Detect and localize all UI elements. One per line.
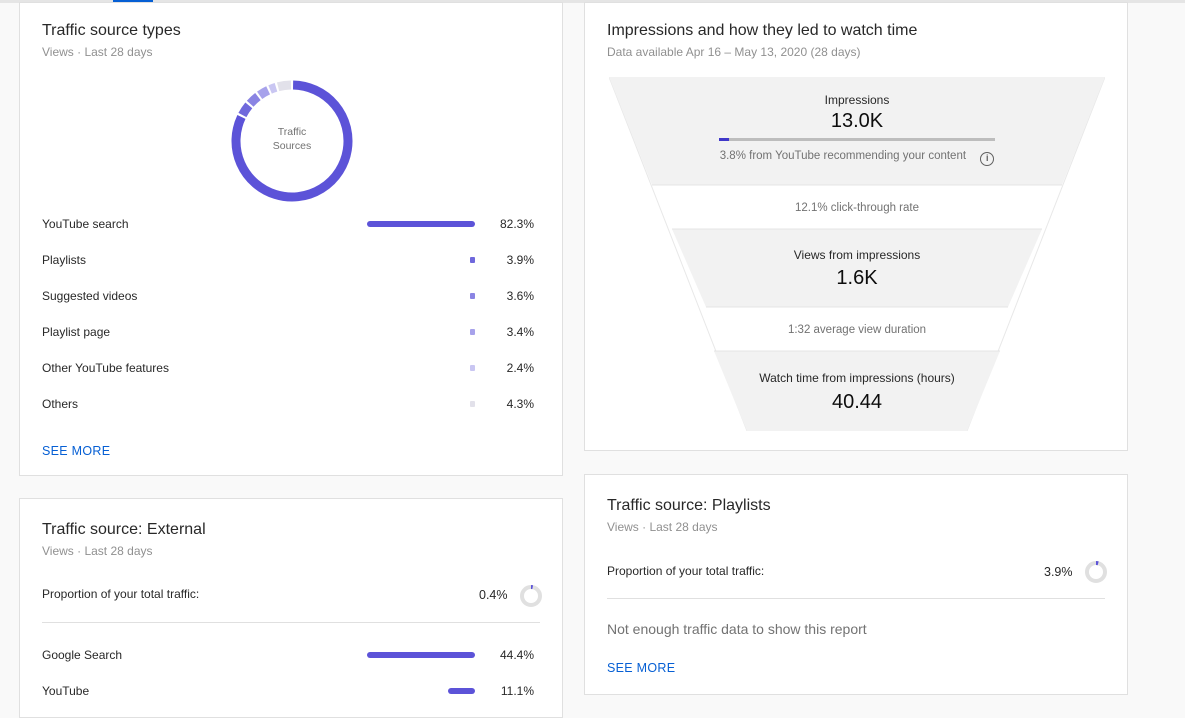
traffic-source-row[interactable]: Suggested videos 3.6% (42, 289, 534, 305)
row-label: Playlist page (42, 325, 110, 339)
traffic-source-row[interactable]: Others 4.3% (42, 397, 534, 413)
divider (607, 598, 1105, 599)
card-subtitle: Data available Apr 16 – May 13, 2020 (28… (607, 45, 861, 59)
row-bar (470, 401, 475, 407)
row-bar (470, 365, 475, 371)
see-more-link[interactable]: SEE MORE (42, 444, 110, 458)
impressions-funnel: Impressions 13.0K 3.8% from YouTube reco… (609, 77, 1105, 431)
row-bar (470, 257, 475, 263)
see-more-link[interactable]: SEE MORE (607, 661, 675, 675)
traffic-source-external-card: Traffic source: External Views · Last 28… (19, 498, 563, 718)
views-value: 1.6K (609, 267, 1105, 290)
row-label: Google Search (42, 648, 122, 662)
watch-time-label: Watch time from impressions (hours) (609, 371, 1105, 385)
row-bar (470, 329, 475, 335)
row-percentage: 3.4% (507, 325, 534, 339)
row-percentage: 44.4% (500, 648, 534, 662)
impressions-funnel-card: Impressions and how they led to watch ti… (584, 2, 1128, 451)
avd-text: 1:32 average view duration (609, 324, 1105, 336)
row-label: Suggested videos (42, 289, 137, 303)
donut-label-line1: Traffic (262, 125, 322, 139)
card-subtitle: Views · Last 28 days (42, 45, 153, 59)
row-bar (470, 293, 475, 299)
row-label: YouTube search (42, 217, 129, 231)
proportion-label: Proportion of your total traffic: (42, 587, 199, 601)
card-title: Impressions and how they led to watch ti… (607, 22, 917, 40)
row-percentage: 3.6% (507, 289, 534, 303)
traffic-source-playlists-card: Traffic source: Playlists Views · Last 2… (584, 474, 1128, 695)
divider (42, 622, 540, 623)
impressions-label: Impressions (609, 93, 1105, 107)
traffic-source-row[interactable]: Playlist page 3.4% (42, 325, 534, 341)
recommend-text: 3.8% from YouTube recommending your cont… (720, 150, 966, 162)
donut-center-label: Traffic Sources (262, 125, 322, 153)
views-label: Views from impressions (609, 248, 1105, 262)
recommend-row: 3.8% from YouTube recommending your cont… (609, 150, 1105, 166)
external-source-row[interactable]: YouTube 11.1% (42, 684, 534, 700)
traffic-source-types-card: Traffic source types Views · Last 28 day… (19, 2, 563, 476)
row-percentage: 3.9% (507, 253, 534, 267)
watch-time-value: 40.44 (609, 391, 1105, 414)
proportion-value: 3.9% (1044, 565, 1073, 579)
card-subtitle: Views · Last 28 days (42, 544, 153, 558)
donut-slice[interactable] (260, 90, 268, 95)
traffic-source-row[interactable]: Other YouTube features 2.4% (42, 361, 534, 377)
donut-slice[interactable] (270, 87, 276, 89)
recommend-progress-track (719, 138, 995, 141)
row-bar (367, 652, 475, 658)
donut-slice[interactable] (250, 97, 258, 104)
donut-label-line2: Sources (262, 139, 322, 153)
proportion-ring (519, 584, 543, 608)
card-title: Traffic source types (42, 22, 181, 40)
row-label: YouTube (42, 684, 89, 698)
traffic-source-row[interactable]: YouTube search 82.3% (42, 217, 534, 233)
card-subtitle: Views · Last 28 days (607, 520, 718, 534)
row-bar (448, 688, 475, 694)
ctr-text: 12.1% click-through rate (609, 202, 1105, 214)
ring-track (1087, 563, 1105, 581)
card-title: Traffic source: Playlists (607, 497, 771, 515)
traffic-source-row[interactable]: Playlists 3.9% (42, 253, 534, 269)
row-label: Other YouTube features (42, 361, 169, 375)
info-icon[interactable]: i (980, 152, 994, 166)
row-percentage: 11.1% (501, 684, 534, 698)
row-bar (367, 221, 475, 227)
row-percentage: 82.3% (500, 217, 534, 231)
proportion-ring (1084, 560, 1108, 584)
recommend-progress-fill (719, 138, 729, 141)
donut-slice[interactable] (242, 105, 248, 115)
empty-state-text: Not enough traffic data to show this rep… (607, 621, 867, 637)
row-label: Playlists (42, 253, 86, 267)
external-source-row[interactable]: Google Search 44.4% (42, 648, 534, 664)
proportion-label: Proportion of your total traffic: (607, 564, 764, 578)
impressions-value: 13.0K (609, 110, 1105, 133)
donut-slice[interactable] (278, 85, 291, 87)
row-percentage: 4.3% (507, 397, 534, 411)
card-title: Traffic source: External (42, 521, 206, 539)
row-label: Others (42, 397, 78, 411)
ring-track (522, 587, 540, 605)
row-percentage: 2.4% (507, 361, 534, 375)
proportion-value: 0.4% (479, 588, 508, 602)
